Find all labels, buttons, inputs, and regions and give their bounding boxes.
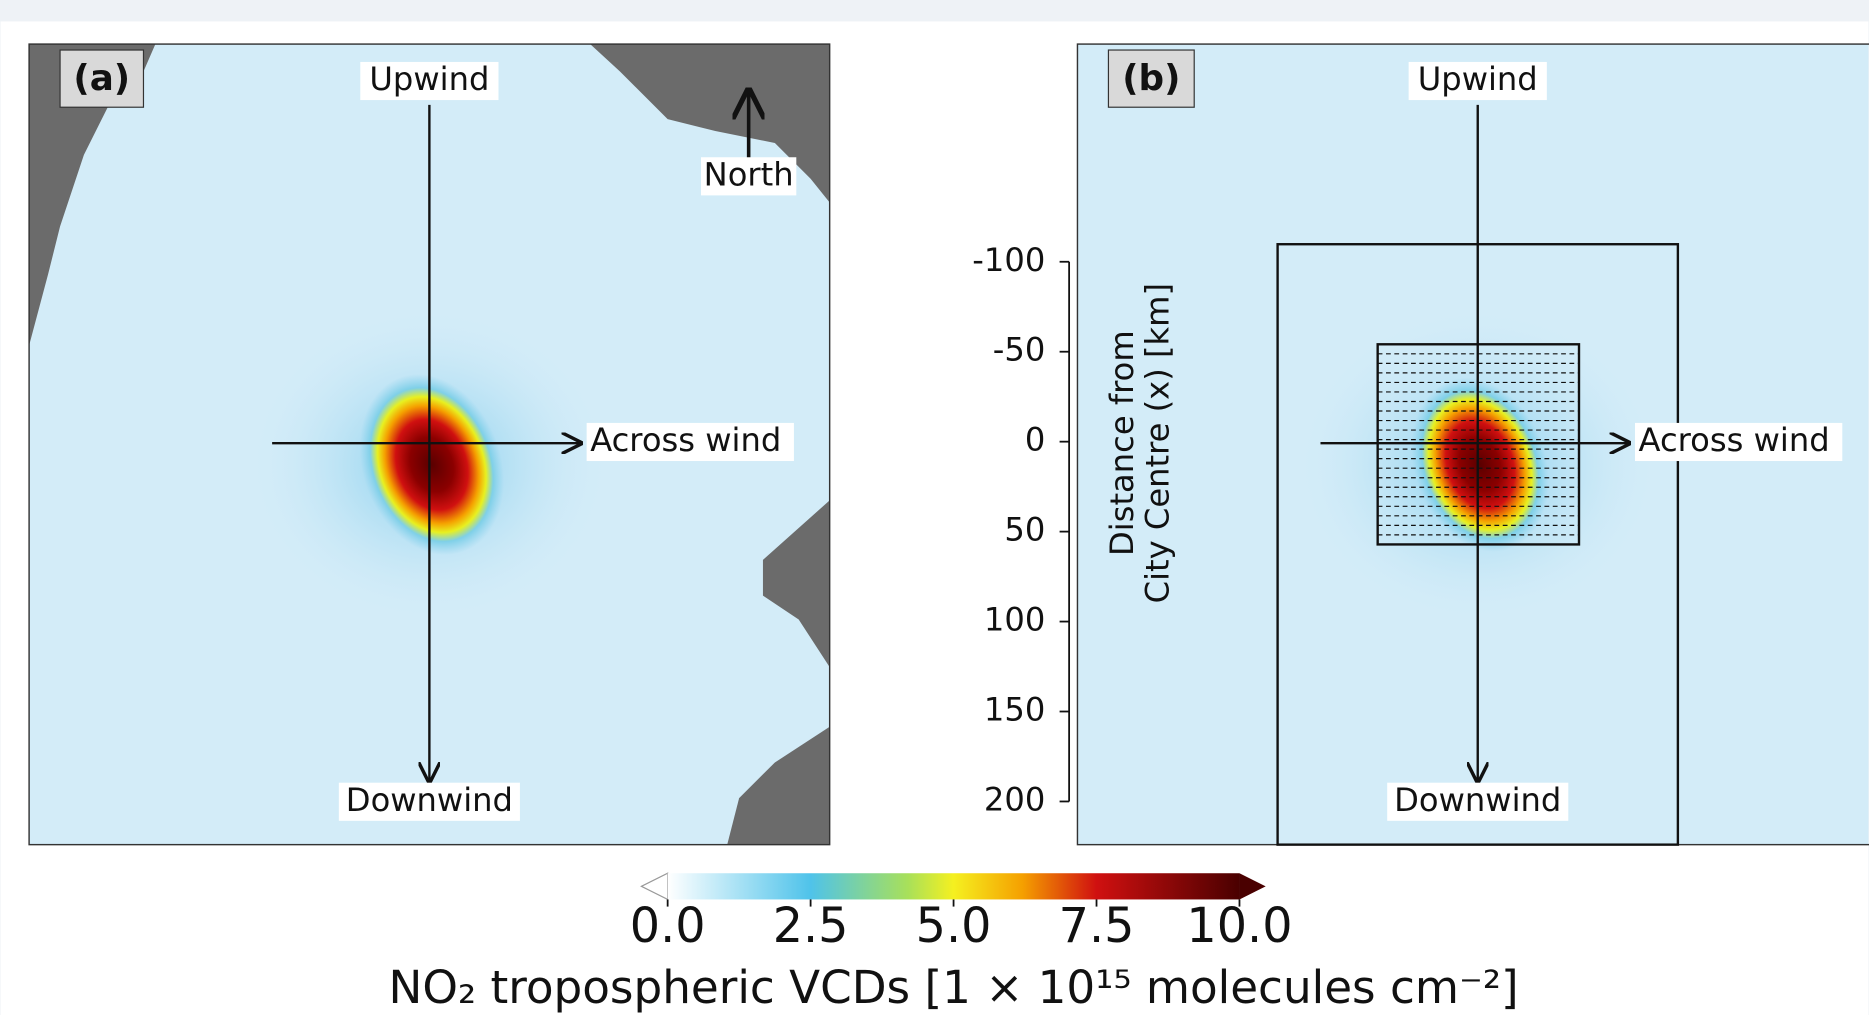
upwind-label: Upwind — [369, 60, 489, 98]
label-box — [360, 61, 499, 101]
panel-tag: (b) — [1122, 58, 1180, 99]
colorbar-label: NO₂ tropospheric VCDs [1 × 10¹⁵ molecule… — [388, 961, 1518, 1014]
colorbar-ticks: 0.0 2.5 5.0 7.5 10.0 — [630, 899, 1293, 954]
label-box — [586, 422, 794, 462]
colorbar-tick-label: 5.0 — [916, 899, 992, 954]
colorbar — [667, 873, 1240, 900]
y-axis-label: City Centre (x) [km] — [1139, 283, 1177, 603]
y-tick-label: 50 — [1004, 511, 1045, 549]
y-tick-label: 100 — [984, 601, 1045, 639]
panel-tag-box — [59, 49, 145, 108]
label-box — [1387, 782, 1569, 821]
downwind-label: Downwind — [1394, 781, 1561, 819]
panel-a-frame — [28, 43, 831, 846]
upwind-label: Upwind — [1418, 60, 1538, 98]
colorbar-tick-label: 7.5 — [1059, 899, 1135, 954]
y-axis: -100 -50 0 50 100 150 200 — [972, 241, 1071, 818]
colorbar-extend-max — [1239, 873, 1266, 900]
colorbar-tick-label: 2.5 — [773, 899, 849, 954]
y-tick-label: -50 — [993, 331, 1046, 369]
y-tick-label: 0 — [1025, 421, 1045, 459]
y-axis-label: Distance from — [1103, 330, 1141, 556]
downwind-label: Downwind — [346, 781, 513, 819]
across-label: Across wind — [590, 421, 781, 459]
north-label: North — [704, 155, 794, 193]
colorbar-tick-label: 0.0 — [630, 899, 706, 954]
y-tick-label: 150 — [984, 691, 1045, 729]
panel-tag-box — [1107, 49, 1195, 108]
y-tick-label: 200 — [984, 780, 1045, 818]
label-box — [701, 157, 797, 196]
label-box — [1408, 61, 1547, 101]
across-label: Across wind — [1639, 421, 1830, 459]
colorbar-tick-label: 10.0 — [1186, 899, 1292, 954]
label-box — [338, 782, 520, 821]
panel-tag: (a) — [73, 58, 130, 99]
label-box — [1634, 422, 1843, 462]
y-tick-label: -100 — [972, 241, 1045, 279]
